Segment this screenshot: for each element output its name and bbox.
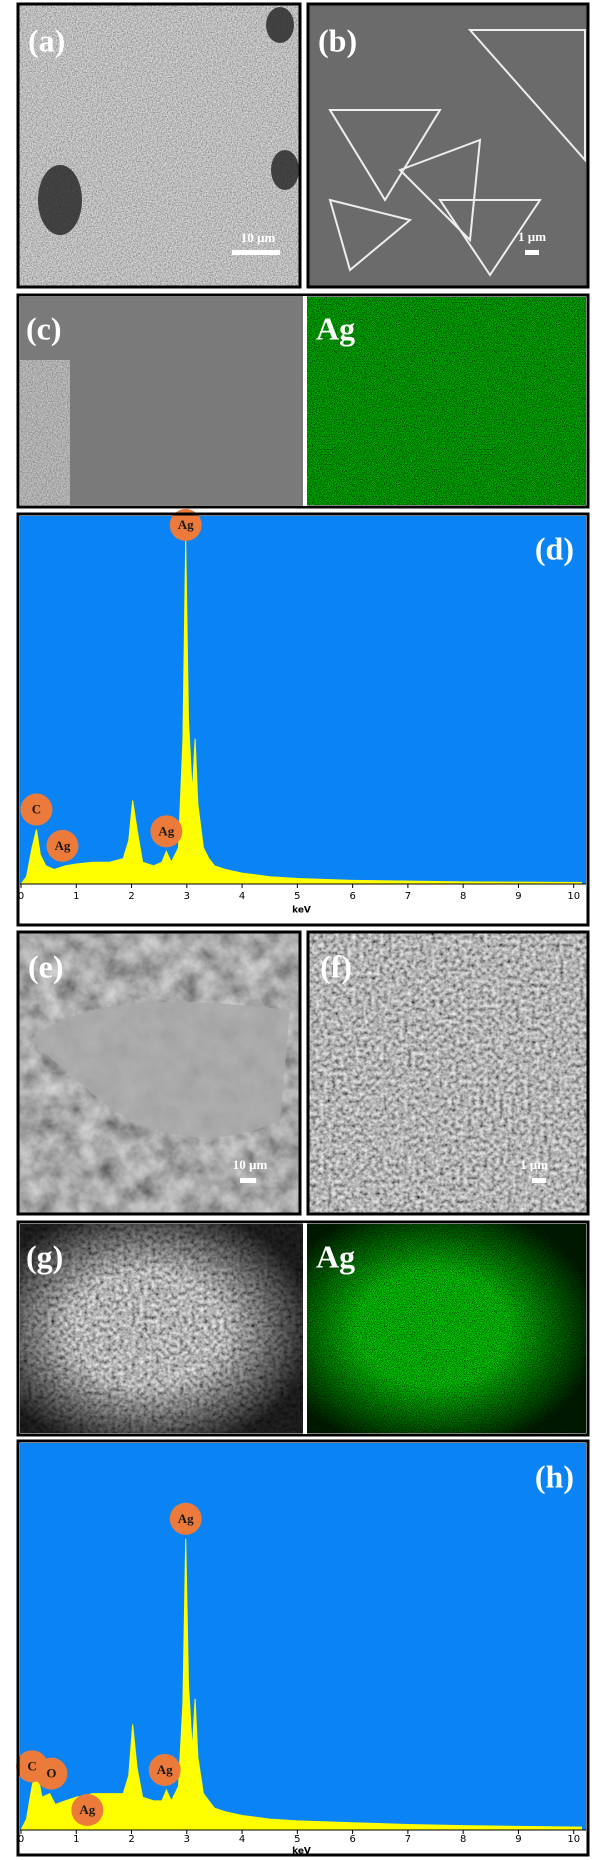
peak-marker xyxy=(169,509,202,541)
x-tick-label: 10 xyxy=(567,891,580,902)
peak-label: Ag xyxy=(157,1762,173,1777)
sem-image xyxy=(308,932,588,1214)
sem-image xyxy=(308,4,588,287)
peak-label: Ag xyxy=(178,517,194,532)
x-tick-label: 7 xyxy=(405,1834,411,1845)
x-tick-label: 0 xyxy=(18,891,24,902)
peak-label: C xyxy=(27,1758,36,1773)
panel-frame xyxy=(306,2,590,289)
x-tick-label: 2 xyxy=(128,891,134,902)
x-tick-label: 4 xyxy=(239,1834,245,1845)
scale-bar-label: 10 µm xyxy=(233,1157,268,1172)
panel-label: (f) xyxy=(320,948,352,984)
peak-label: Ag xyxy=(55,838,71,853)
x-tick-label: 9 xyxy=(515,1834,521,1845)
panel-label: (c) xyxy=(26,310,62,346)
panel-frame xyxy=(16,1220,590,1437)
scale-bar-label: 10 µm xyxy=(241,230,276,245)
peak-label: C xyxy=(32,802,41,817)
panel-label: (b) xyxy=(318,22,357,58)
sheet xyxy=(30,1001,290,1138)
x-tick-label: 3 xyxy=(184,1834,190,1845)
x-tick-label: 5 xyxy=(294,1834,300,1845)
map-label: Ag xyxy=(316,1238,355,1274)
peak-marker xyxy=(148,1753,181,1786)
scale-bar xyxy=(532,1178,546,1183)
pore xyxy=(266,7,294,43)
peak-label: Ag xyxy=(158,823,174,838)
divider xyxy=(303,1223,307,1434)
panel-frame xyxy=(16,293,590,509)
panel-label: (a) xyxy=(28,22,65,58)
panel-label: (d) xyxy=(535,530,574,566)
plot-area xyxy=(20,1443,586,1830)
panel-frame xyxy=(306,930,590,1216)
x-tick-label: 1 xyxy=(73,1834,79,1845)
sem-image xyxy=(18,4,300,287)
triangles xyxy=(328,29,586,277)
x-tick-label: 3 xyxy=(184,891,190,902)
peak-label: Ag xyxy=(79,1802,95,1817)
scale-bar-label: 1 µm xyxy=(520,1157,548,1172)
x-tick-label: 7 xyxy=(405,891,411,902)
divider xyxy=(303,296,307,506)
scale-bar xyxy=(232,250,280,255)
scale-bar-label: 1 µm xyxy=(518,229,546,244)
panel-label: (h) xyxy=(535,1458,574,1494)
x-tick-label: 6 xyxy=(349,1834,355,1845)
panel-frame xyxy=(16,2,302,289)
element-map xyxy=(307,297,586,505)
peak-marker xyxy=(20,793,53,826)
panel-frame xyxy=(16,512,590,927)
panel-label: (e) xyxy=(28,948,64,984)
vignette xyxy=(307,1224,586,1433)
panel-frame xyxy=(16,1439,590,1857)
x-tick-label: 5 xyxy=(294,891,300,902)
sem-debris xyxy=(20,360,70,505)
peak-label: Ag xyxy=(178,1511,194,1526)
map-label: Ag xyxy=(316,310,355,346)
x-tick-label: 9 xyxy=(515,891,521,902)
spectrum-line xyxy=(20,1538,583,1831)
spectrum-line xyxy=(20,539,583,885)
peak-label: O xyxy=(46,1766,56,1781)
peak-marker xyxy=(71,1794,104,1826)
x-tick-label: 8 xyxy=(460,891,466,902)
x-axis-label: keV xyxy=(292,1847,311,1857)
peak-marker xyxy=(35,1757,68,1790)
panel-frame xyxy=(16,930,302,1216)
plot-area xyxy=(20,516,586,884)
pore xyxy=(38,165,82,235)
x-tick-label: 8 xyxy=(460,1834,466,1845)
vignette xyxy=(20,1224,303,1433)
x-axis-label: keV xyxy=(292,906,311,916)
peak-marker xyxy=(46,829,79,862)
x-tick-label: 2 xyxy=(128,1834,134,1845)
x-tick-label: 0 xyxy=(18,1834,24,1845)
scale-bar xyxy=(240,1178,256,1183)
peak-marker xyxy=(169,1502,202,1535)
peak-marker xyxy=(150,815,183,848)
pore xyxy=(271,150,299,190)
x-tick-label: 1 xyxy=(73,891,79,902)
panel-label: (g) xyxy=(26,1238,63,1274)
x-tick-label: 4 xyxy=(239,891,245,902)
scale-bar xyxy=(525,250,539,255)
x-tick-label: 6 xyxy=(349,891,355,902)
x-tick-label: 10 xyxy=(567,1834,580,1845)
